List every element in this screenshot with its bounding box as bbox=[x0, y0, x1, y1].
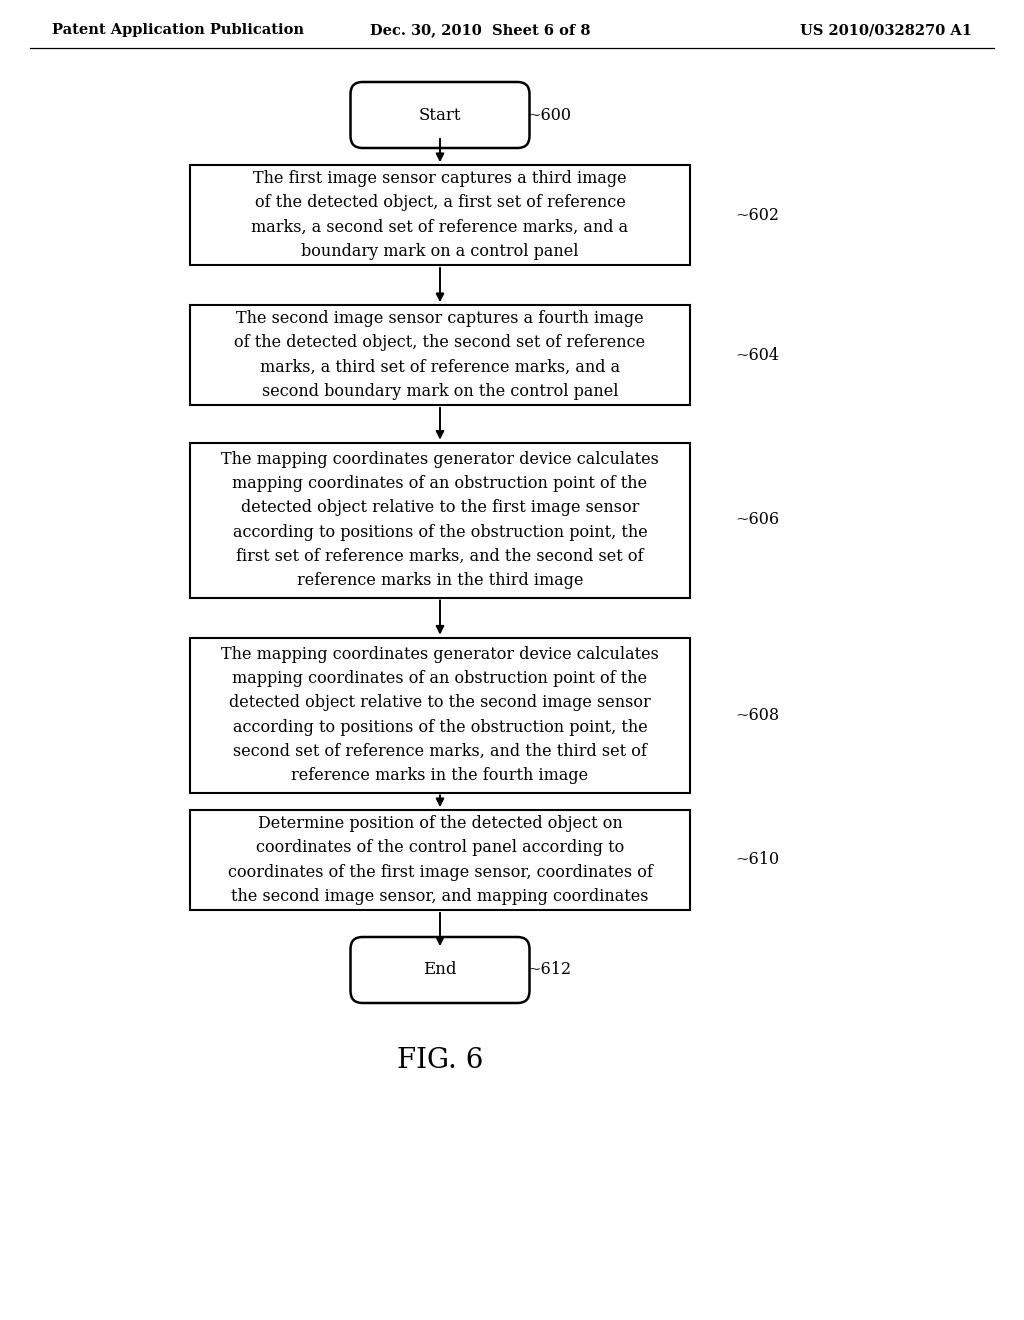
FancyBboxPatch shape bbox=[350, 937, 529, 1003]
FancyBboxPatch shape bbox=[350, 82, 529, 148]
Text: Determine position of the detected object on
coordinates of the control panel ac: Determine position of the detected objec… bbox=[227, 816, 652, 904]
Text: The second image sensor captures a fourth image
of the detected object, the seco: The second image sensor captures a fourt… bbox=[234, 310, 645, 400]
Text: The mapping coordinates generator device calculates
mapping coordinates of an ob: The mapping coordinates generator device… bbox=[221, 645, 658, 784]
FancyBboxPatch shape bbox=[190, 810, 690, 909]
Text: Patent Application Publication: Patent Application Publication bbox=[52, 22, 304, 37]
Text: ~604: ~604 bbox=[735, 346, 779, 363]
Text: Start: Start bbox=[419, 107, 461, 124]
FancyBboxPatch shape bbox=[190, 442, 690, 598]
Text: The mapping coordinates generator device calculates
mapping coordinates of an ob: The mapping coordinates generator device… bbox=[221, 451, 658, 589]
Text: ~600: ~600 bbox=[527, 107, 571, 124]
Text: ~610: ~610 bbox=[735, 851, 779, 869]
Text: ~606: ~606 bbox=[735, 511, 779, 528]
FancyBboxPatch shape bbox=[190, 638, 690, 792]
Text: ~602: ~602 bbox=[735, 206, 779, 223]
FancyBboxPatch shape bbox=[190, 305, 690, 405]
Text: ~608: ~608 bbox=[735, 706, 779, 723]
Text: US 2010/0328270 A1: US 2010/0328270 A1 bbox=[800, 22, 972, 37]
Text: FIG. 6: FIG. 6 bbox=[397, 1047, 483, 1073]
Text: End: End bbox=[423, 961, 457, 978]
Text: ~612: ~612 bbox=[527, 961, 571, 978]
Text: The first image sensor captures a third image
of the detected object, a first se: The first image sensor captures a third … bbox=[252, 170, 629, 260]
FancyBboxPatch shape bbox=[190, 165, 690, 265]
Text: Dec. 30, 2010  Sheet 6 of 8: Dec. 30, 2010 Sheet 6 of 8 bbox=[370, 22, 590, 37]
